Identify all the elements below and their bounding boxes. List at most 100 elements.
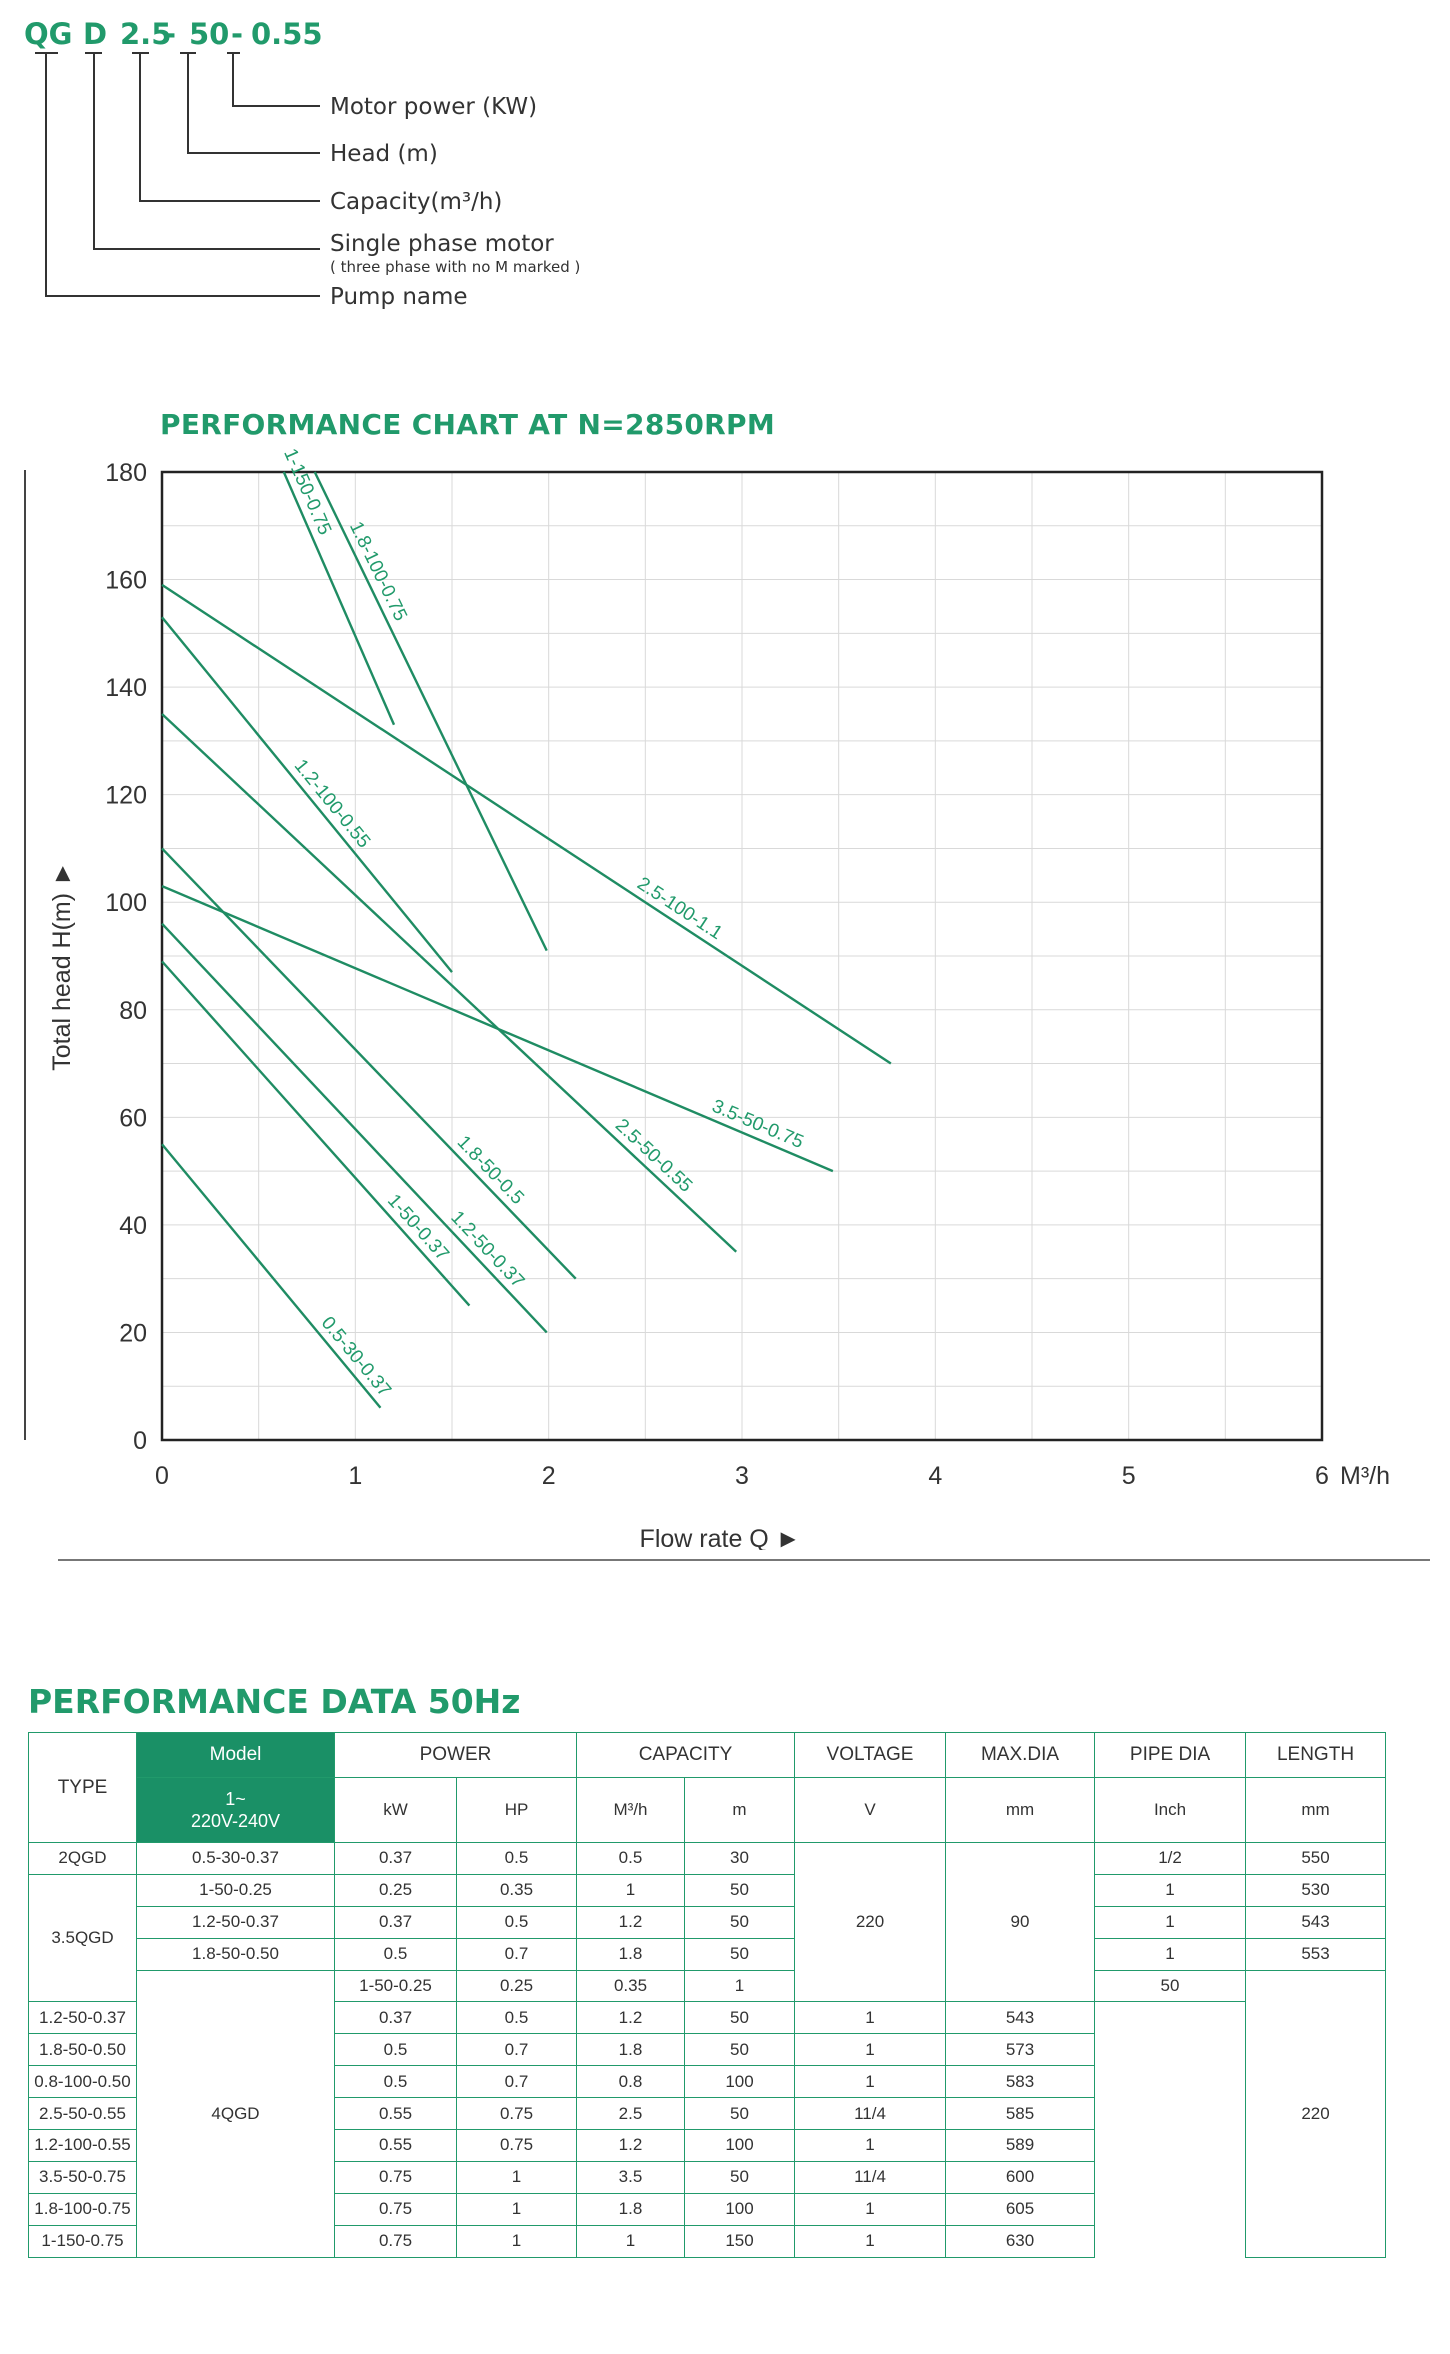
- hp-cell: 0.7: [456, 2065, 577, 2099]
- capacity-cell: 1.8: [576, 1937, 685, 1971]
- length-cell: 585: [945, 2097, 1096, 2131]
- chart-grid: [162, 472, 1322, 1440]
- table-row: 1.2-100-0.55 0.55 0.75 1.2 100 1 589: [28, 2129, 1386, 2162]
- head-cell: 50: [683, 1873, 796, 1907]
- series-label: 2.5-100-1.1: [633, 873, 726, 944]
- length-cell: 573: [945, 2033, 1096, 2067]
- x-axis-label: Flow rate Q ►: [640, 1525, 801, 1550]
- model-cell: 1.8-100-0.75: [28, 2192, 137, 2226]
- capacity-cell: 1: [576, 1873, 685, 1907]
- kw-cell: 0.5: [334, 2065, 457, 2099]
- kw-cell: 0.37: [334, 1842, 457, 1875]
- capacity-cell: 1: [576, 2224, 685, 2258]
- table-row: 1-150-0.75 0.75 1 1 150 1 630: [28, 2224, 1386, 2258]
- header-type: TYPE: [28, 1732, 137, 1843]
- model-cell: 1.2-100-0.55: [28, 2129, 137, 2162]
- hp-cell: 0.75: [456, 2097, 577, 2131]
- kw-cell: 0.55: [334, 2129, 457, 2162]
- length-cell: 589: [945, 2129, 1096, 2162]
- max-dia-cell: 90: [945, 1841, 1096, 2003]
- series-line: [313, 471, 548, 952]
- model-cell: 1-50-0.25: [136, 1873, 335, 1907]
- code-seg-motor-power: 0.55: [251, 17, 323, 51]
- desc-motor-power: Motor power (KW): [330, 94, 537, 120]
- pipe-dia-cell: 1: [794, 2033, 947, 2067]
- series-line: [282, 471, 396, 726]
- header-model: Model: [136, 1732, 335, 1778]
- header-model-phase: 1~: [225, 1789, 246, 1809]
- table-row: 2.5-50-0.55 0.55 0.75 2.5 50 11/4 585: [28, 2097, 1386, 2131]
- unit-v: V: [794, 1777, 947, 1843]
- y-axis-label: Total head H(m) ►: [48, 861, 76, 1071]
- series-label: 1.2-100-0.55: [290, 756, 374, 853]
- desc-head: Head (m): [330, 141, 438, 167]
- series-line: [161, 583, 892, 1065]
- hp-cell: 1: [456, 2160, 577, 2194]
- chart-axes: [24, 470, 1324, 1442]
- model-cell: 1.8-50-0.50: [28, 2033, 137, 2067]
- pipe-dia-cell: 11/4: [794, 2160, 947, 2194]
- series-line: [161, 616, 453, 973]
- y-tick-label: 40: [119, 1212, 147, 1240]
- y-tick-label: 140: [105, 674, 147, 702]
- desc-pump-name: Pump name: [330, 284, 468, 310]
- kw-cell: 0.5: [334, 2033, 457, 2067]
- desc-capacity: Capacity(m³/h): [330, 189, 502, 215]
- kw-cell: 0.55: [334, 2097, 457, 2131]
- chart-ticks: 0 20 40 60 80 100 120 140 160 180 0 1 2 3 4 5 6: [105, 459, 1329, 1490]
- kw-cell: 0.37: [334, 2001, 457, 2035]
- bracket-pump-name: [35, 52, 320, 297]
- unit-mm-length: mm: [1245, 1777, 1387, 1843]
- x-tick-label: 2: [542, 1462, 556, 1490]
- bracket-motor-power: [227, 52, 320, 107]
- capacity-cell: 1.2: [576, 1905, 685, 1939]
- plot-frame: [160, 470, 1324, 1442]
- series-label: 2.5-50-0.55: [611, 1115, 696, 1197]
- table-title: PERFORMANCE DATA 50Hz: [28, 1682, 521, 1721]
- pipe-dia-cell: 1: [794, 2192, 947, 2226]
- code-seg-pump-name: QG: [24, 17, 72, 51]
- type-cell: 4QGD: [136, 1969, 335, 2258]
- pipe-dia-cell: 1: [794, 2224, 947, 2258]
- series-line: [161, 922, 548, 1334]
- header-model-voltage: 1~ 220V-240V: [136, 1777, 335, 1843]
- pipe-dia-cell: 1: [794, 2065, 947, 2099]
- code-seg-head: 50: [189, 17, 229, 51]
- series-label: 0.5-30-0.37: [317, 1313, 395, 1401]
- unit-m3h: M³/h: [576, 1777, 685, 1843]
- hp-cell: 0.35: [576, 1969, 685, 2003]
- model-cell: 2.5-50-0.55: [28, 2097, 137, 2131]
- performance-chart: 1-150-0.751.8-100-0.751.2-100-0.552.5-10…: [24, 446, 1390, 1550]
- length-cell: 550: [1245, 1842, 1387, 1875]
- desc-single-phase: Single phase motor: [330, 231, 554, 257]
- code-seg-single-phase: D: [83, 17, 107, 51]
- head-cell: 150: [683, 2224, 796, 2258]
- model-cell: 0.5-30-0.37: [136, 1842, 335, 1875]
- model-code-diagram: QG D 2.5 - 50 - 0.55 Motor power (KW) He…: [24, 17, 580, 310]
- length-cell: 543: [1245, 1905, 1387, 1939]
- x-tick-label: 5: [1122, 1462, 1136, 1490]
- table-row: 1.8-50-0.50 0.5 0.7 1.8 50 1 553: [29, 1937, 1387, 1971]
- table-row: 0.8-100-0.50 0.5 0.7 0.8 100 1 583: [28, 2065, 1386, 2099]
- y-tick-label: 0: [133, 1427, 147, 1455]
- hp-cell: 0.35: [456, 1873, 577, 1907]
- kw-cell: 0.37: [334, 1905, 457, 1939]
- model-cell: 1-150-0.75: [28, 2224, 137, 2258]
- series-line: [161, 1143, 382, 1409]
- head-cell: 100: [683, 2129, 796, 2162]
- head-cell: 30: [683, 1842, 796, 1875]
- table-row: 1.2-50-0.37 0.37 0.5 1.2 50 1 543: [29, 1905, 1387, 1939]
- capacity-cell: 2.5: [576, 2097, 685, 2131]
- hp-cell: 1: [456, 2224, 577, 2258]
- hp-cell: 1: [456, 2192, 577, 2226]
- y-tick-label: 180: [105, 459, 147, 487]
- series-label: 1.2-50-0.37: [446, 1207, 528, 1292]
- pipe-dia-cell: 1: [1094, 1937, 1247, 1971]
- y-tick-label: 60: [119, 1104, 147, 1132]
- x-tick-label: 4: [928, 1462, 942, 1490]
- length-cell: 630: [945, 2224, 1096, 2258]
- head-cell: 50: [683, 1905, 796, 1939]
- y-tick-label: 100: [105, 889, 147, 917]
- length-cell: 605: [945, 2192, 1096, 2226]
- header-pipe-dia: PIPE DIA: [1094, 1732, 1247, 1778]
